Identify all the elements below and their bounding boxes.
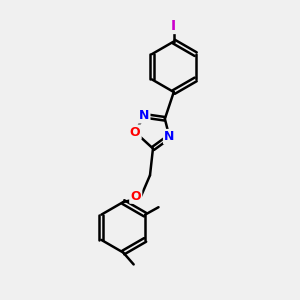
- Text: O: O: [130, 190, 141, 202]
- Text: O: O: [130, 126, 140, 139]
- Text: N: N: [139, 109, 149, 122]
- Text: I: I: [171, 19, 176, 33]
- Text: N: N: [164, 130, 175, 143]
